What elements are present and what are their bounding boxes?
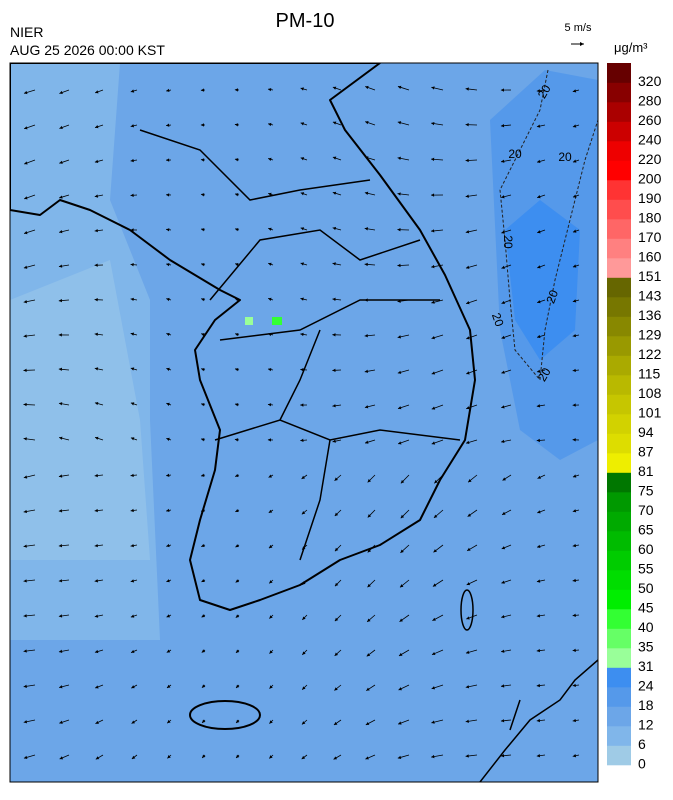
colorbar-label: 108 — [638, 385, 662, 401]
colorbar-label: 87 — [638, 444, 654, 460]
colorbar-label: 94 — [638, 424, 654, 440]
wind-scale: 5 m/s — [565, 22, 592, 34]
colorbar-label: 24 — [638, 678, 654, 694]
colorbar-label: 160 — [638, 249, 662, 265]
colorbar-swatch — [607, 122, 631, 142]
colorbar-swatch — [607, 746, 631, 766]
colorbar-label: 122 — [638, 346, 662, 362]
unit: μg/m³ — [614, 40, 648, 55]
colorbar-swatch — [607, 141, 631, 161]
contour-label: 20 — [508, 147, 522, 161]
colorbar-label: 65 — [638, 522, 654, 538]
colorbar-label: 320 — [638, 73, 662, 89]
colorbar-label: 45 — [638, 600, 654, 616]
colorbar-label: 143 — [638, 288, 662, 304]
colorbar-label: 60 — [638, 541, 654, 557]
colorbar-swatch — [607, 239, 631, 259]
colorbar-label: 40 — [638, 619, 654, 635]
colorbar-label: 240 — [638, 132, 662, 148]
colorbar-label: 0 — [638, 756, 646, 772]
colorbar-swatch — [607, 609, 631, 629]
colorbar-label: 31 — [638, 658, 654, 674]
title: PM-10 — [276, 10, 335, 32]
colorbar-swatch — [607, 687, 631, 707]
colorbar-swatch — [607, 434, 631, 454]
colorbar-swatch — [607, 473, 631, 493]
timestamp: AUG 25 2026 00:00 KST — [10, 42, 165, 58]
colorbar-swatch — [607, 531, 631, 551]
colorbar-swatch — [607, 63, 631, 83]
colorbar-swatch — [607, 375, 631, 395]
colorbar-swatch — [607, 83, 631, 103]
colorbar-label: 81 — [638, 463, 654, 479]
colorbar-swatch — [607, 219, 631, 239]
agency: NIER — [10, 24, 43, 40]
colorbar-swatch — [607, 395, 631, 415]
colorbar-swatch — [607, 161, 631, 181]
colorbar-label: 129 — [638, 327, 662, 343]
colorbar-label: 200 — [638, 171, 662, 187]
colorbar-swatch — [607, 356, 631, 376]
colorbar-swatch — [607, 317, 631, 337]
hotspot — [272, 317, 282, 325]
contour-label: 20 — [501, 235, 515, 249]
colorbar-label: 70 — [638, 502, 654, 518]
colorbar-swatch — [607, 200, 631, 220]
colorbar-swatch — [607, 258, 631, 278]
colorbar-label: 75 — [638, 483, 654, 499]
colorbar-label: 6 — [638, 736, 646, 752]
wind-scale-head — [580, 42, 584, 46]
colorbar-swatch — [607, 336, 631, 356]
colorbar-label: 220 — [638, 151, 662, 167]
colorbar-swatch — [607, 102, 631, 122]
colorbar-swatch — [607, 629, 631, 649]
colorbar-label: 55 — [638, 561, 654, 577]
colorbar-label: 151 — [638, 268, 662, 284]
colorbar-swatch — [607, 668, 631, 688]
colorbar-swatch — [607, 297, 631, 317]
colorbar-swatch — [607, 726, 631, 746]
colorbar-label: 12 — [638, 717, 654, 733]
colorbar-swatch — [607, 648, 631, 668]
colorbar-label: 190 — [638, 190, 662, 206]
colorbar-swatch — [607, 180, 631, 200]
colorbar-swatch — [607, 453, 631, 473]
colorbar-label: 260 — [638, 112, 662, 128]
colorbar-swatch — [607, 512, 631, 532]
colorbar-label: 18 — [638, 697, 654, 713]
colorbar-swatch — [607, 414, 631, 434]
colorbar-swatch — [607, 707, 631, 727]
colorbar-swatch — [607, 492, 631, 512]
colorbar-swatch — [607, 551, 631, 571]
colorbar: 0 6 12 18 24 31 35 40 45 50 55 60 65 70 75 81 87 94 101 108… — [607, 63, 662, 772]
contour-label: 20 — [558, 150, 572, 164]
hotspot — [245, 317, 253, 325]
colorbar-label: 35 — [638, 639, 654, 655]
colorbar-label: 170 — [638, 229, 662, 245]
colorbar-swatch — [607, 590, 631, 610]
colorbar-label: 280 — [638, 93, 662, 109]
colorbar-swatch — [607, 278, 631, 298]
colorbar-label: 136 — [638, 307, 662, 323]
colorbar-swatch — [607, 570, 631, 590]
colorbar-label: 101 — [638, 405, 662, 421]
colorbar-label: 50 — [638, 580, 654, 596]
colorbar-label: 115 — [638, 366, 661, 382]
colorbar-label: 180 — [638, 210, 662, 226]
